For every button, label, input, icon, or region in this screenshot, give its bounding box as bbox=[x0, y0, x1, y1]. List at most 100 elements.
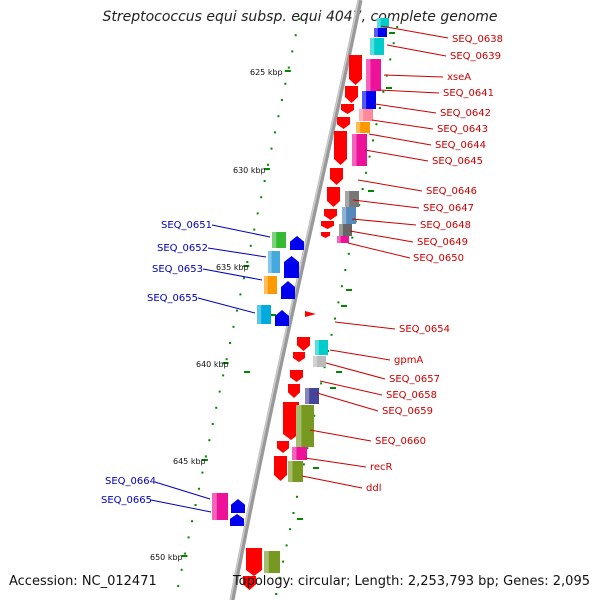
tick-right bbox=[396, 26, 399, 28]
gene-label-SEQ_0652: SEQ_0652 bbox=[157, 243, 208, 254]
gene-label-SEQ_0651: SEQ_0651 bbox=[161, 220, 212, 231]
tick-right bbox=[275, 593, 278, 595]
leader-line-right bbox=[329, 349, 391, 361]
gene-box-shine bbox=[212, 493, 217, 520]
gene-arrow bbox=[290, 370, 303, 382]
gene-box-shine bbox=[339, 224, 343, 236]
gene-box-shine bbox=[342, 207, 347, 224]
gene-box-shine bbox=[305, 388, 310, 404]
gene-label-SEQ_0657: SEQ_0657 bbox=[389, 374, 440, 385]
tick-left bbox=[177, 585, 180, 587]
tick-left bbox=[298, 18, 301, 20]
gene-arrow bbox=[246, 548, 262, 576]
gene-box bbox=[337, 236, 349, 243]
gene-box-shine bbox=[352, 134, 357, 166]
gene-box-shine bbox=[359, 109, 364, 121]
gene-arrow bbox=[277, 441, 289, 453]
tick-left bbox=[235, 309, 238, 312]
tick-left bbox=[291, 50, 294, 53]
gene-label-SEQ_0650: SEQ_0650 bbox=[413, 253, 464, 264]
tick-left bbox=[225, 358, 228, 361]
gene-arrow bbox=[330, 168, 343, 185]
tick-right bbox=[358, 204, 361, 207]
tick-right bbox=[371, 139, 374, 142]
gene-label-SEQ_0664: SEQ_0664 bbox=[105, 476, 156, 487]
gene-label-gpmA: gpmA bbox=[394, 355, 423, 366]
gene-label-SEQ_0658: SEQ_0658 bbox=[386, 390, 437, 401]
gene-arrow-small bbox=[305, 311, 316, 317]
tick-left bbox=[211, 423, 214, 425]
leader-line-right bbox=[374, 103, 437, 114]
gene-box-shine bbox=[362, 91, 367, 109]
tick-left bbox=[184, 552, 187, 555]
tick-left bbox=[294, 34, 297, 37]
gene-arrow bbox=[324, 209, 337, 220]
gene-box bbox=[377, 18, 389, 28]
gene-box bbox=[366, 59, 381, 91]
gene-arrow bbox=[288, 384, 300, 398]
gene-box bbox=[370, 38, 384, 55]
tick-right bbox=[289, 528, 292, 531]
gene-box bbox=[257, 305, 271, 324]
gene-box-shine bbox=[366, 59, 371, 91]
tick-right bbox=[368, 155, 371, 158]
accession-text: Accession: NC_012471 bbox=[9, 574, 157, 589]
leader-line-right bbox=[309, 429, 372, 442]
tick-left bbox=[201, 471, 204, 474]
tick-left bbox=[273, 131, 276, 134]
kbp-label-640: 640 kbp bbox=[196, 360, 229, 369]
leader-line-right bbox=[386, 44, 447, 57]
gene-label-SEQ_0654: SEQ_0654 bbox=[399, 324, 450, 335]
gene-box-shine bbox=[337, 236, 341, 243]
tick-right bbox=[330, 333, 333, 336]
tick-left bbox=[180, 568, 183, 571]
tick-left bbox=[267, 163, 270, 166]
tick-right bbox=[327, 350, 330, 352]
gene-arrow bbox=[293, 352, 305, 362]
tick-right bbox=[320, 382, 323, 385]
tick-left bbox=[277, 115, 280, 118]
tick-right bbox=[340, 285, 343, 288]
kbp-label-625: 625 kbp bbox=[250, 68, 283, 77]
genome-backbone bbox=[229, 0, 363, 600]
leader-line-right bbox=[377, 89, 440, 94]
gene-arrow bbox=[327, 187, 340, 207]
gene-box bbox=[264, 276, 277, 294]
gene-box bbox=[268, 251, 280, 273]
tick-right bbox=[337, 301, 340, 304]
tick-right bbox=[302, 463, 305, 466]
tick-left bbox=[284, 82, 287, 85]
tick-left bbox=[194, 504, 197, 506]
leader-line-right bbox=[349, 230, 414, 243]
tick-left bbox=[280, 99, 283, 101]
gene-box bbox=[272, 232, 286, 248]
tick-left bbox=[218, 390, 221, 393]
tick-left bbox=[187, 536, 190, 539]
gene-box bbox=[342, 207, 356, 224]
kbp-label-630: 630 kbp bbox=[233, 166, 266, 175]
tick-left bbox=[229, 342, 232, 344]
gene-label-recR: recR bbox=[370, 462, 393, 473]
gene-box bbox=[264, 551, 280, 573]
gene-label-xseA: xseA bbox=[447, 72, 471, 83]
gene-box bbox=[374, 28, 387, 37]
tick-left bbox=[242, 277, 245, 280]
tick-left bbox=[239, 293, 242, 296]
gene-arrow bbox=[284, 256, 299, 278]
gene-box-shine bbox=[313, 356, 317, 367]
leader-line-left bbox=[207, 247, 267, 258]
tick-right bbox=[282, 560, 285, 563]
tick-right bbox=[333, 317, 336, 320]
leader-line-right bbox=[347, 242, 411, 259]
gene-arrow bbox=[274, 456, 287, 481]
tick-right bbox=[295, 495, 298, 498]
gene-arrow bbox=[231, 499, 245, 513]
leader-line-right bbox=[383, 74, 444, 78]
tick-left bbox=[191, 520, 194, 523]
tick-right bbox=[365, 171, 368, 174]
gene-box-shine bbox=[292, 447, 297, 460]
tick-right bbox=[344, 269, 347, 271]
tick-right bbox=[375, 123, 378, 126]
gene-box-shine bbox=[356, 122, 361, 133]
